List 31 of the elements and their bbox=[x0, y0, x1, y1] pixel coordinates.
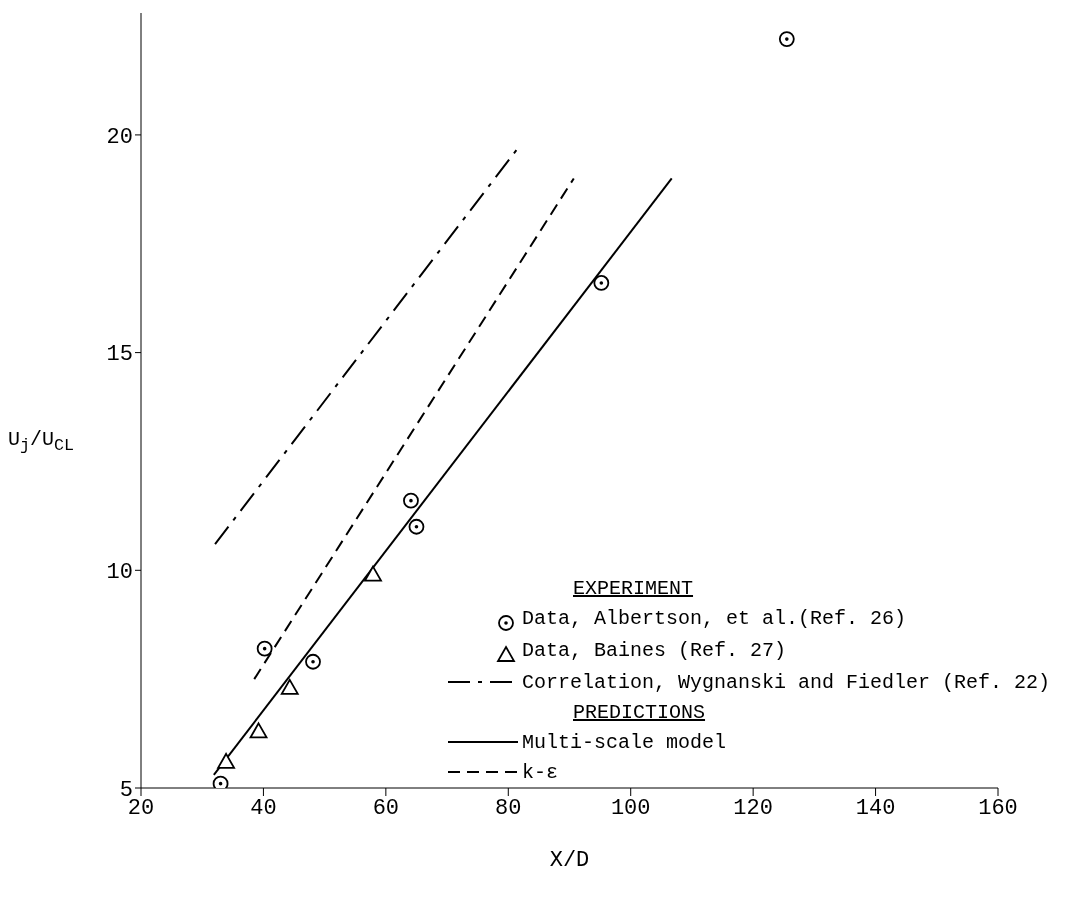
legend-label: Multi-scale model bbox=[522, 731, 727, 755]
point bbox=[249, 722, 268, 739]
legend-label: Data, Baines (Ref. 27) bbox=[522, 639, 787, 663]
point bbox=[217, 752, 235, 769]
x-tick-label: 120 bbox=[733, 795, 773, 821]
y-tick-label: 10 bbox=[106, 560, 133, 586]
point bbox=[403, 492, 419, 509]
point bbox=[256, 640, 273, 657]
x-axis-title: X/D bbox=[548, 848, 591, 873]
y-tick-label: 20 bbox=[106, 124, 133, 150]
point bbox=[408, 518, 425, 535]
annotation: PREDICTIONS bbox=[573, 701, 707, 725]
point bbox=[364, 565, 382, 582]
point bbox=[280, 678, 299, 695]
y-axis-title: U$_{j}$/U$_{CL}$ bbox=[8, 428, 75, 455]
x-tick-label: 20 bbox=[127, 795, 155, 821]
legend-label: k-ε bbox=[522, 761, 559, 785]
x-tick-label: 40 bbox=[250, 795, 277, 821]
y-tick-label: 15 bbox=[106, 342, 133, 368]
annotation: EXPERIMENT bbox=[573, 577, 695, 601]
x-tick-label: 160 bbox=[978, 795, 1018, 821]
x-tick-label: 140 bbox=[855, 795, 896, 821]
point bbox=[305, 653, 321, 670]
legend-label: Correlation, Wygnanski and Fiedler (Ref. 22) bbox=[522, 671, 1051, 695]
point bbox=[593, 275, 610, 291]
legend-label: Data, Albertson, et al.(Ref. 26) bbox=[522, 607, 907, 631]
point bbox=[212, 775, 229, 788]
x-tick-label: 60 bbox=[372, 795, 400, 821]
point bbox=[778, 31, 795, 48]
x-tick-label: 100 bbox=[610, 795, 651, 821]
x-tick-label: 80 bbox=[495, 795, 522, 821]
